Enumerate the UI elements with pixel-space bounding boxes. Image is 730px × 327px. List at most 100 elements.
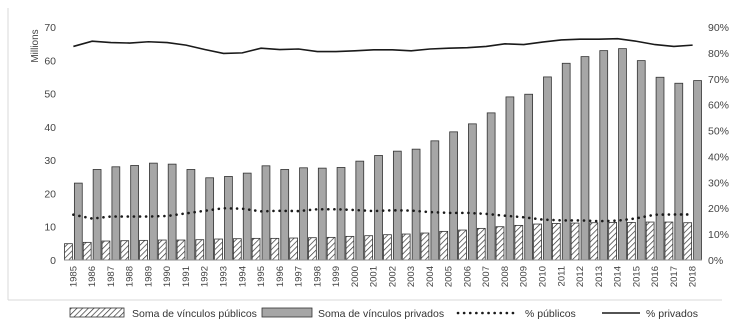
- bar-publicos: [195, 239, 205, 261]
- bar-publicos: [627, 221, 636, 261]
- bar-privados: [261, 165, 271, 261]
- x-tick-label: 2012: [575, 266, 586, 287]
- bar-publicos: [664, 221, 674, 261]
- x-tick-label: 2007: [481, 266, 492, 287]
- bar-privados: [280, 169, 290, 261]
- bar-privados: [374, 155, 383, 261]
- bar-publicos: [476, 227, 486, 261]
- x-tick-label: 1999: [331, 266, 342, 287]
- x-tick-label: 2000: [350, 266, 361, 287]
- bar-privados: [224, 176, 233, 261]
- bar-publicos: [289, 237, 298, 261]
- x-tick-label: 2005: [444, 266, 455, 287]
- x-tick-label: 1998: [312, 266, 323, 287]
- bar-publicos: [514, 224, 524, 261]
- bar-privados: [111, 166, 121, 261]
- bar-privados: [430, 140, 440, 261]
- bar-privados: [618, 48, 627, 261]
- right-tick-label: 20%: [708, 203, 729, 215]
- x-tick-label: 1996: [275, 266, 286, 287]
- x-tick-label: 2014: [613, 266, 624, 287]
- right-tick-label: 10%: [708, 229, 729, 241]
- bar-privados: [130, 165, 139, 261]
- bar-publicos: [458, 229, 467, 261]
- bar-privados: [149, 162, 158, 261]
- left-tick-label: 40: [44, 122, 56, 134]
- bar-privados: [655, 76, 665, 261]
- bar-publicos: [645, 221, 655, 261]
- bar-publicos: [364, 235, 374, 261]
- x-tick-label: 2016: [650, 266, 661, 287]
- bar-privados: [468, 123, 477, 261]
- bar-privados: [336, 167, 346, 261]
- bar-publicos: [495, 226, 505, 261]
- x-tick-label: 1987: [106, 266, 117, 287]
- bar-privados: [92, 169, 102, 261]
- bar-publicos: [232, 238, 242, 261]
- bar-publicos: [551, 222, 561, 261]
- right-tick-label: 90%: [708, 22, 729, 34]
- bar-privados: [674, 82, 684, 261]
- x-tick-label: 2013: [594, 266, 605, 287]
- bar-publicos: [683, 222, 693, 261]
- x-tick-label: 1992: [200, 266, 211, 287]
- legend-label: Soma de vínculos públicos: [132, 308, 257, 320]
- bar-publicos: [570, 222, 580, 261]
- bar-privados: [317, 167, 327, 261]
- x-tick-label: 1997: [294, 266, 305, 287]
- bar-privados: [73, 182, 83, 261]
- bar-privados: [167, 163, 177, 261]
- x-tick-label: 2004: [425, 266, 436, 287]
- legend-label: % públicos: [525, 308, 576, 320]
- x-tick-label: 1991: [181, 266, 192, 287]
- bar-publicos: [176, 239, 186, 261]
- bar-publicos: [120, 240, 130, 261]
- bar-privados: [411, 148, 421, 261]
- left-tick-label: 70: [44, 22, 56, 34]
- x-tick-label: 2017: [669, 266, 680, 287]
- right-tick-label: 40%: [708, 151, 729, 163]
- right-tick-label: 70%: [708, 74, 729, 86]
- x-tick-label: 2008: [500, 266, 511, 287]
- x-tick-label: 2009: [519, 266, 530, 287]
- x-tick-label: 1995: [256, 266, 267, 287]
- legend-swatch-privados: [261, 307, 313, 318]
- bar-publicos: [101, 240, 111, 261]
- x-tick-label: 1994: [237, 266, 248, 287]
- bar-publicos: [589, 222, 599, 261]
- left-axis-title: Millions: [30, 29, 41, 62]
- bar-publicos: [401, 233, 411, 261]
- bar-privados: [580, 56, 590, 261]
- x-tick-label: 1989: [143, 266, 154, 287]
- right-tick-label: 30%: [708, 177, 729, 189]
- x-tick-label: 2015: [631, 266, 642, 287]
- line-pct-publicos: [72, 206, 694, 223]
- x-tick-label: 1988: [125, 266, 136, 287]
- x-tick-label: 1990: [162, 266, 173, 287]
- bar-publicos: [383, 234, 392, 261]
- x-tick-label: 2018: [688, 266, 699, 287]
- bar-publicos: [214, 238, 223, 261]
- x-tick-label: 1993: [219, 266, 230, 287]
- x-tick-label: 2001: [369, 266, 380, 287]
- right-tick-label: 50%: [708, 126, 729, 138]
- bar-publicos: [326, 236, 336, 261]
- left-tick-label: 30: [44, 155, 56, 167]
- x-tick-label: 2010: [538, 266, 549, 287]
- legend-label: % privados: [646, 308, 698, 320]
- bar-privados: [524, 93, 534, 261]
- bar-privados: [599, 50, 609, 261]
- legend-label: Soma de vínculos privados: [318, 308, 444, 320]
- bar-publicos: [308, 237, 317, 261]
- bar-privados: [242, 172, 252, 261]
- bar-publicos: [82, 241, 92, 261]
- bar-privados: [636, 60, 646, 261]
- bar-publicos: [439, 230, 449, 261]
- bar-privados: [486, 112, 496, 261]
- bar-privados: [561, 62, 571, 261]
- bar-privados: [543, 76, 552, 261]
- left-tick-label: 50: [44, 89, 56, 101]
- legend-swatch-publicos: [69, 307, 125, 318]
